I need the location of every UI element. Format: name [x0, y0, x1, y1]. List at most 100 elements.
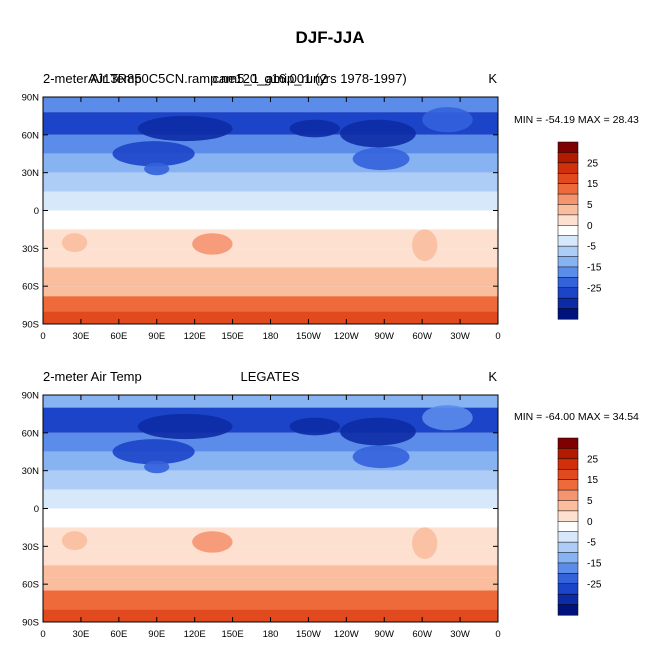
lon-tick-label: 60W — [412, 331, 432, 342]
lat-band — [43, 590, 498, 610]
lat-band — [43, 565, 498, 578]
colorbar-swatch — [557, 448, 579, 460]
colorbar-swatch — [557, 152, 579, 164]
colorbar-swatch — [557, 541, 579, 554]
region-usa — [352, 445, 410, 469]
colorbar-swatch — [557, 437, 579, 449]
colorbar-tick-label: 25 — [587, 454, 599, 465]
colorbar-swatch — [557, 172, 579, 185]
lat-tick-label: 60N — [22, 428, 40, 439]
map-panel-obs: 2-meter Air Temp LEGATES K MIN = -64.00 … — [22, 369, 639, 640]
lon-tick-label: 90W — [374, 331, 394, 342]
region-northern-canada — [340, 417, 416, 446]
lon-tick-label: 120E — [184, 629, 206, 640]
lon-tick-label: 150E — [221, 331, 243, 342]
lat-tick-label: 60S — [22, 580, 39, 591]
lat-tick-label: 60S — [22, 282, 39, 293]
colorbar-tick-label: 25 — [587, 158, 599, 169]
colorbar-swatch — [557, 266, 579, 278]
lon-tick-label: 150E — [221, 629, 243, 640]
lat-band — [43, 248, 498, 268]
lon-tick-label: 60E — [110, 331, 127, 342]
lat-band — [43, 546, 498, 566]
panel-units: K — [488, 71, 497, 86]
panel-left-title: 2-meter Air Temp — [43, 369, 142, 384]
lat-tick-label: 0 — [34, 504, 39, 515]
region-greenland — [422, 405, 473, 431]
lon-tick-label: 0 — [495, 331, 500, 342]
colorbar-tick-label: -25 — [587, 579, 602, 590]
lat-tick-label: 30N — [22, 168, 40, 179]
temperature-field — [43, 395, 498, 622]
colorbar-swatch — [557, 468, 579, 481]
lat-band — [43, 267, 498, 287]
colorbar-swatch — [557, 162, 579, 174]
lat-band — [43, 577, 498, 591]
colorbar-swatch — [557, 245, 579, 258]
colorbar-swatch — [557, 183, 579, 195]
lat-tick-label: 90N — [22, 391, 40, 402]
region-greenland — [422, 107, 473, 133]
lat-band — [43, 229, 498, 249]
lat-tick-label: 90S — [22, 320, 39, 331]
lat-tick-label: 30S — [22, 244, 39, 255]
lon-tick-label: 60W — [412, 629, 432, 640]
lat-band — [43, 470, 498, 490]
panel-left-title: 2-meter Air Temp — [43, 71, 142, 86]
lat-band — [43, 527, 498, 547]
lat-band — [43, 210, 498, 230]
region-south-america — [412, 527, 438, 559]
lat-band — [43, 153, 498, 173]
lon-tick-label: 90E — [148, 629, 165, 640]
colorbar-swatch — [557, 141, 579, 153]
colorbar-tick-label: 5 — [587, 200, 593, 211]
colorbar-tick-label: 5 — [587, 496, 593, 507]
lat-tick-label: 60N — [22, 130, 40, 141]
colorbar-swatch — [557, 297, 579, 310]
region-south-america — [412, 229, 438, 261]
lon-tick-label: 30E — [72, 331, 89, 342]
colorbar-swatch — [557, 521, 579, 533]
lat-band — [43, 432, 498, 452]
lat-band — [43, 134, 498, 154]
region-southern-africa — [61, 531, 88, 551]
region-siberia — [137, 413, 233, 440]
lon-tick-label: 120W — [334, 331, 359, 342]
region-tibet — [144, 460, 170, 474]
lat-band — [43, 172, 498, 192]
colorbar-swatch — [557, 500, 579, 512]
colorbar: 25 15 5 0 -5 -15 -25 — [557, 437, 602, 616]
lon-tick-label: 60E — [110, 629, 127, 640]
lat-band — [43, 451, 498, 471]
colorbar-swatch — [557, 510, 579, 522]
colorbar-tick-label: -25 — [587, 283, 602, 294]
colorbar-swatch — [557, 552, 579, 564]
lon-tick-label: 30E — [72, 629, 89, 640]
lat-band — [43, 296, 498, 312]
lat-tick-label: 90S — [22, 618, 39, 629]
temperature-field — [43, 97, 498, 324]
colorbar-swatch — [557, 225, 579, 237]
colorbar-swatch — [557, 235, 579, 247]
panel-min-max: MIN = -64.00 MAX = 34.54 — [514, 411, 639, 423]
lat-band — [43, 286, 498, 297]
colorbar-tick-label: 15 — [587, 179, 599, 190]
lat-tick-label: 30N — [22, 466, 40, 477]
lon-tick-label: 0 — [495, 629, 500, 640]
colorbar: 25 15 5 0 -5 -15 -25 — [557, 141, 602, 320]
lon-tick-label: 180 — [263, 629, 279, 640]
lon-tick-label: 0 — [40, 629, 45, 640]
colorbar-swatch — [557, 604, 579, 616]
colorbar-swatch — [557, 593, 579, 606]
lon-tick-label: 90E — [148, 331, 165, 342]
region-usa — [352, 147, 410, 171]
colorbar-tick-label: -5 — [587, 242, 596, 253]
colorbar-swatch — [557, 583, 579, 595]
colorbar-swatch — [557, 458, 579, 470]
lat-band — [43, 407, 498, 433]
panel-min-max: MIN = -54.19 MAX = 28.43 — [514, 114, 639, 126]
panel-units: K — [488, 369, 497, 384]
region-siberia — [137, 115, 233, 142]
colorbar-swatch — [557, 479, 579, 491]
